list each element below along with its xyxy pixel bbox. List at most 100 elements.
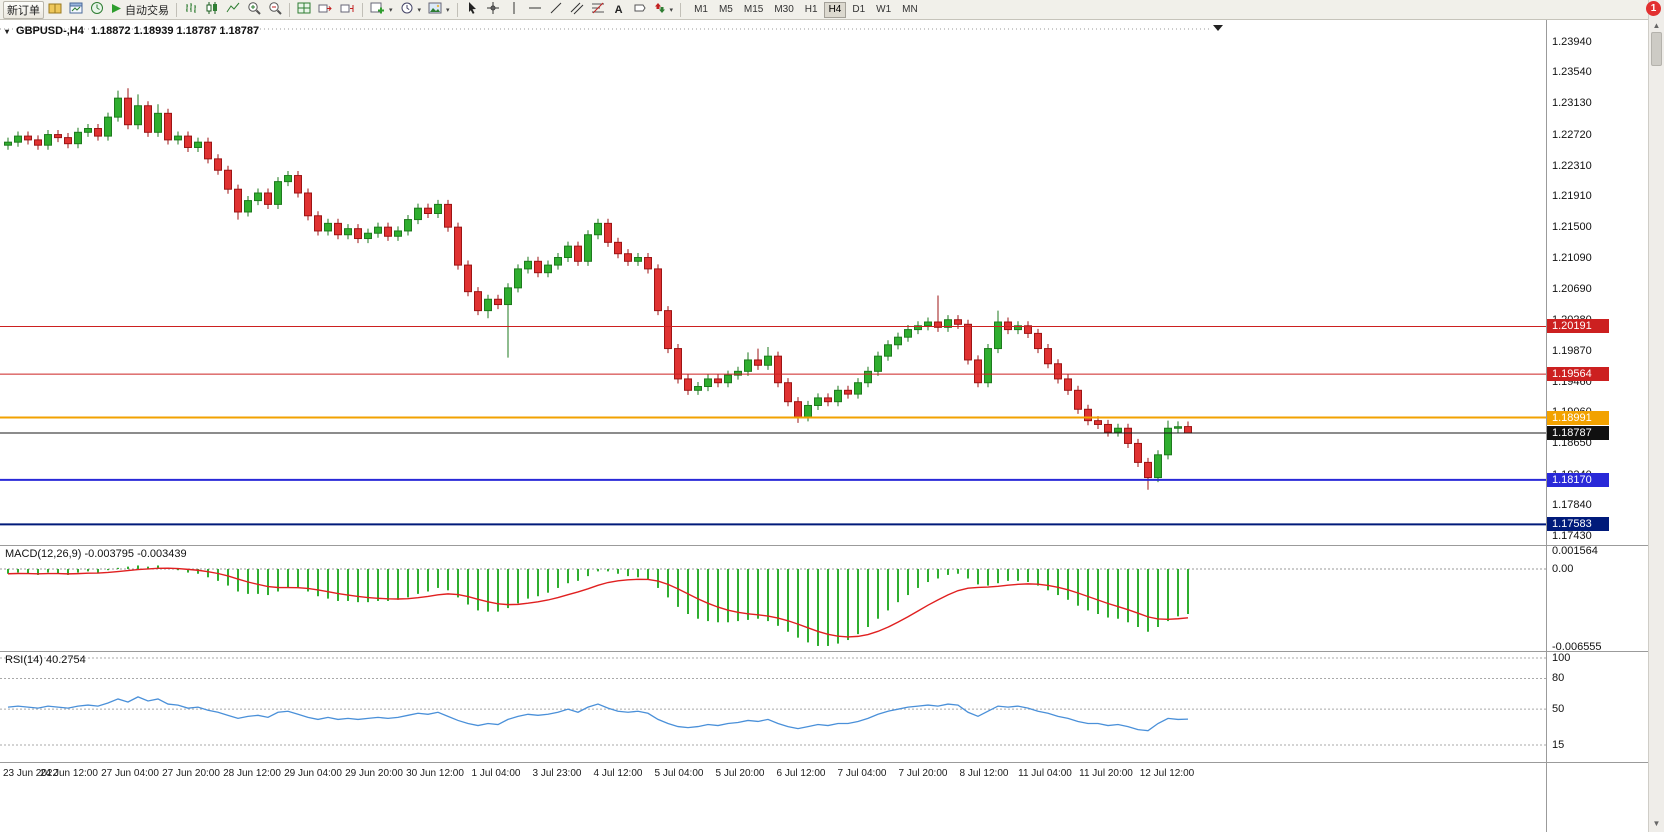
notification-badge[interactable]: 1 (1646, 1, 1661, 16)
time-tick: 30 Jun 12:00 (406, 768, 464, 779)
template-icon (428, 1, 442, 18)
timeframe-h4[interactable]: H4 (823, 1, 847, 18)
scroll-down-icon[interactable]: ▼ (1652, 818, 1661, 828)
new-chart-icon (370, 1, 385, 18)
crosshair-tool-button[interactable] (483, 1, 503, 19)
auto-scroll-icon (318, 1, 333, 18)
timeframe-h1[interactable]: H1 (804, 4, 818, 15)
price-level-box: 1.19564 (1547, 367, 1609, 382)
price-level-box: 1.18787 (1547, 426, 1609, 441)
timeframe-m5[interactable]: M5 (718, 4, 733, 15)
time-tick: 29 Jun 04:00 (284, 768, 342, 779)
panel-separator[interactable] (0, 651, 1648, 652)
line-chart-mode-button[interactable] (223, 1, 243, 19)
vertical-scrollbar[interactable]: ▲ ▼ (1648, 0, 1664, 832)
macd-indicator-panel[interactable]: MACD(12,26,9) -0.003795 -0.003439 (0, 545, 1546, 651)
chevron-down-icon: ▾ (389, 6, 393, 14)
scrollbar-thumb[interactable] (1651, 32, 1662, 66)
rsi-chart[interactable] (0, 651, 1546, 762)
time-tick: 7 Jul 20:00 (898, 768, 948, 779)
time-tick: 5 Jul 04:00 (654, 768, 704, 779)
panel-separator[interactable] (0, 545, 1648, 546)
toolbar-separator (362, 2, 363, 17)
timeframe-m15[interactable]: M15 (743, 4, 764, 15)
price-level-box: 1.20191 (1547, 319, 1609, 334)
horizontal-line-tool-button[interactable] (525, 1, 545, 19)
equidistant-channel-icon (570, 1, 584, 18)
chart-ohlc-values: 1.18872 1.18939 1.18787 1.18787 (90, 25, 260, 37)
vertical-line-tool-button[interactable] (504, 1, 524, 19)
price-tick: 1.19870 (1552, 344, 1592, 357)
chart-window-button[interactable] (66, 1, 86, 19)
zoom-out-button[interactable] (265, 1, 285, 19)
timeframe-d1[interactable]: D1 (852, 4, 866, 15)
price-tick: 1.22310 (1552, 159, 1592, 172)
toolbar: 新订单 自动交易 (0, 0, 1664, 20)
new-chart-button[interactable]: ▾ (367, 1, 396, 19)
chart-shift-marker (1213, 25, 1223, 31)
line-chart-icon (226, 1, 240, 18)
time-tick: 5 Jul 20:00 (715, 768, 765, 779)
price-axis: 1.23940 1.23540 1.23130 1.22720 1.22310 1.219… (1547, 20, 1649, 545)
price-tick: 1.20690 (1552, 282, 1592, 295)
rsi-tick: 15 (1552, 739, 1565, 751)
timeframe-m1[interactable]: M1 (694, 4, 708, 15)
time-tick: 8 Jul 12:00 (959, 768, 1009, 779)
zoom-in-button[interactable] (244, 1, 264, 19)
rsi-indicator-panel[interactable]: RSI(14) 40.2754 (0, 651, 1546, 762)
price-level-box: 1.18170 (1547, 472, 1609, 487)
chart-profiles-button[interactable] (45, 1, 65, 19)
label-tool-button[interactable] (630, 1, 650, 19)
fibonacci-tool-button[interactable] (588, 1, 608, 19)
tile-windows-icon (297, 1, 311, 18)
time-tick: 3 Jul 23:00 (532, 768, 582, 779)
bar-chart-icon (184, 1, 198, 18)
trendline-tool-button[interactable] (546, 1, 566, 19)
chart-window-icon (69, 1, 83, 18)
zoom-out-icon (268, 1, 282, 18)
trendline-icon (549, 1, 563, 18)
text-tool-icon: A (614, 3, 623, 16)
time-tick: 11 Jul 20:00 (1079, 768, 1133, 779)
macd-tick: 0.001564 (1552, 544, 1598, 557)
arrows-tool-button[interactable]: ▾ (651, 1, 677, 19)
cursor-icon (465, 1, 479, 18)
channel-tool-button[interactable] (567, 1, 587, 19)
candlestick-mode-button[interactable] (202, 1, 222, 19)
time-tick: 27 Jun 04:00 (101, 768, 159, 779)
scroll-up-icon[interactable]: ▲ (1652, 20, 1661, 30)
vertical-line-icon (507, 1, 521, 18)
chevron-down-icon: ▾ (669, 6, 674, 14)
macd-tick: -0.006555 (1552, 640, 1602, 653)
one-click-trading-toggle-icon[interactable]: ▾ (5, 26, 10, 36)
templates-button[interactable]: ▾ (425, 1, 453, 19)
macd-chart[interactable] (0, 545, 1546, 651)
rsi-label: RSI(14) 40.2754 (5, 654, 86, 666)
rsi-tick: 50 (1552, 703, 1565, 716)
tile-windows-button[interactable] (294, 1, 314, 19)
time-tick: 4 Jul 12:00 (593, 768, 643, 779)
macd-axis: 0.001564 0.00 -0.006555 (1547, 544, 1649, 653)
cursor-tool-button[interactable] (462, 1, 482, 19)
arrows-icon (654, 1, 666, 18)
chart-shift-button[interactable] (337, 1, 358, 19)
periods-button[interactable]: ▾ (397, 1, 425, 19)
price-tick: 1.23940 (1552, 36, 1592, 48)
timeframe-m30[interactable]: M30 (774, 4, 794, 15)
timeframe-w1[interactable]: W1 (876, 4, 892, 15)
text-tool-button[interactable]: A (609, 1, 629, 19)
price-chart-panel[interactable]: ▾ GBPUSD-,H4 1.18872 1.18939 1.18787 1.1… (0, 20, 1546, 545)
timeframe-group: M1 M5 M15 M30 H1 H4 D1 W1 MN (689, 1, 923, 18)
time-tick: 12 Jul 12:00 (1139, 768, 1195, 779)
auto-trading-button[interactable]: 自动交易 (108, 1, 172, 19)
macd-label: MACD(12,26,9) -0.003795 -0.003439 (5, 548, 187, 560)
market-watch-button[interactable] (87, 1, 107, 19)
new-order-button[interactable]: 新订单 (3, 0, 44, 19)
market-watch-icon (90, 1, 104, 18)
bar-chart-mode-button[interactable] (181, 1, 201, 19)
candlestick-chart[interactable] (0, 20, 1546, 545)
auto-scroll-button[interactable] (315, 1, 336, 19)
timeframe-mn[interactable]: MN (902, 4, 918, 15)
price-level-box: 1.17583 (1547, 517, 1609, 532)
